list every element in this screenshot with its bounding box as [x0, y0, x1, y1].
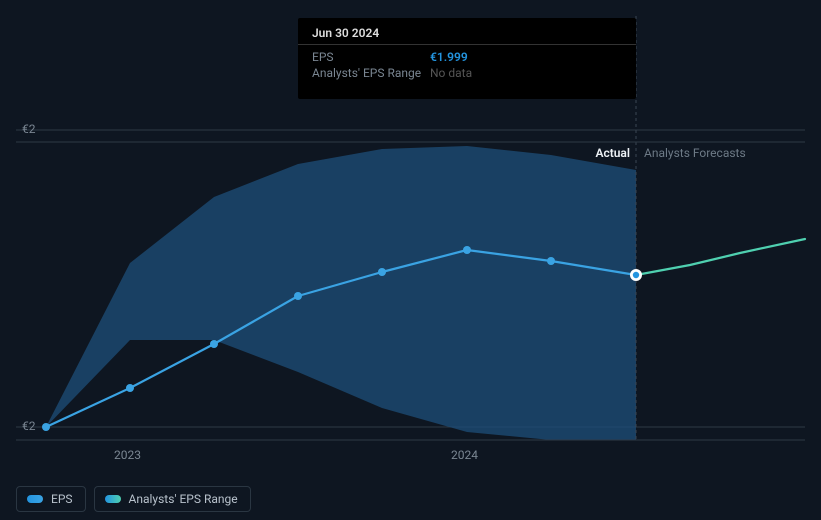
tooltip-divider [298, 44, 636, 45]
x-axis-label: 2024 [451, 448, 478, 462]
legend-swatch-icon [27, 495, 43, 503]
legend-label: EPS [51, 492, 73, 506]
legend-label: Analysts' EPS Range [129, 492, 238, 506]
chart-tooltip: Jun 30 2024 EPS€1.999Analysts' EPS Range… [298, 18, 636, 99]
legend-range[interactable]: Analysts' EPS Range [94, 486, 251, 512]
zone-label-actual: Actual [595, 146, 630, 160]
tooltip-row: Analysts' EPS RangeNo data [312, 65, 622, 81]
tooltip-table: EPS€1.999Analysts' EPS RangeNo data [312, 49, 622, 81]
tooltip-date: Jun 30 2024 [312, 26, 622, 40]
y-axis-label: €2 [22, 122, 36, 136]
zone-label-forecast: Analysts Forecasts [644, 146, 746, 160]
y-axis-label: €2 [22, 419, 36, 433]
chart-legend: EPS Analysts' EPS Range [16, 486, 251, 512]
tooltip-row-value: No data [430, 65, 622, 81]
legend-swatch-icon [105, 495, 121, 503]
eps-chart: Jun 30 2024 EPS€1.999Analysts' EPS Range… [0, 0, 821, 520]
tooltip-row-label: Analysts' EPS Range [312, 65, 430, 81]
tooltip-row-value: €1.999 [430, 49, 622, 65]
tooltip-row-label: EPS [312, 49, 430, 65]
tooltip-row: EPS€1.999 [312, 49, 622, 65]
legend-eps[interactable]: EPS [16, 486, 86, 512]
x-axis-label: 2023 [114, 448, 141, 462]
